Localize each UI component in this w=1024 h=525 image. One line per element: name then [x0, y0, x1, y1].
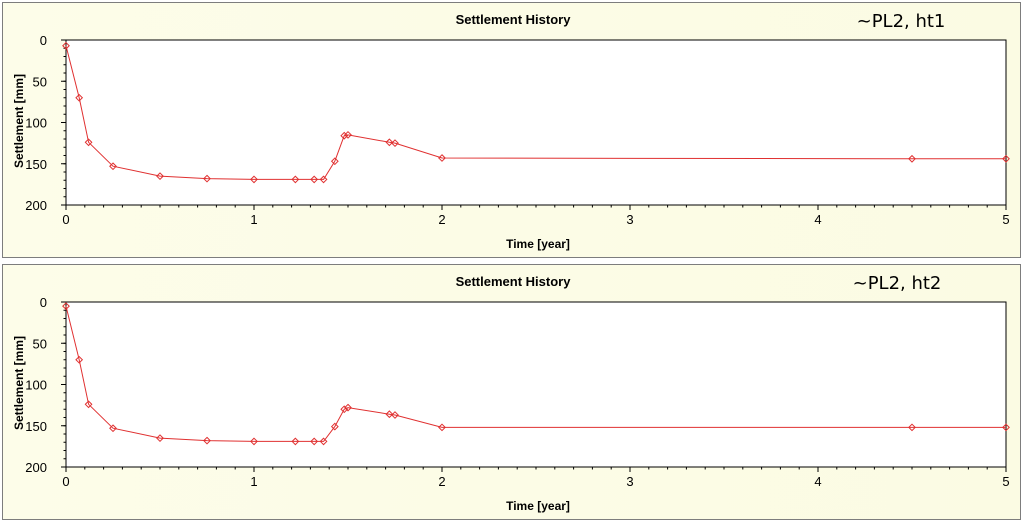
x-tick-label: 2 [438, 212, 445, 227]
data-point [1002, 423, 1010, 432]
data-point [75, 93, 84, 102]
x-tick-label: 1 [250, 212, 257, 227]
data-point [310, 437, 319, 446]
plot-frame [65, 39, 1007, 206]
data-point [344, 403, 352, 412]
y-tick-label: 100 [25, 378, 47, 393]
data-point [84, 400, 93, 409]
chart-annotation: ~PL2, ht2 [853, 273, 942, 294]
settlement-series-line [65, 45, 1006, 180]
data-point [438, 154, 446, 162]
data-point [340, 405, 349, 414]
data-point [156, 172, 164, 181]
chart-annotation: ~PL2, ht1 [857, 11, 946, 32]
x-tick-label: 4 [814, 474, 821, 489]
data-point [438, 423, 446, 432]
y-tick-label: 50 [33, 336, 47, 351]
data-point [84, 138, 93, 147]
data-point [62, 41, 70, 50]
data-point [385, 410, 394, 419]
data-point [109, 424, 117, 433]
y-axis-label: Settlement [mm] [12, 336, 26, 430]
data-point [291, 175, 300, 184]
data-point [250, 437, 258, 446]
y-tick-label: 50 [33, 74, 47, 89]
x-axis-label: Time [year] [506, 499, 570, 513]
data-point [330, 422, 339, 431]
settlement-chart-2: Settlement History ~PL2, ht2 Time [year]… [12, 273, 1010, 513]
y-tick-label: 0 [40, 33, 47, 48]
y-tick-label: 200 [25, 460, 47, 475]
data-point [385, 138, 394, 147]
data-point [109, 162, 117, 171]
data-point [250, 175, 258, 184]
chart-title: Settlement History [456, 274, 572, 289]
data-point [391, 139, 399, 148]
data-point [203, 174, 211, 183]
data-point [391, 411, 399, 419]
data-point [75, 355, 84, 364]
data-point [908, 154, 916, 163]
x-tick-label: 0 [62, 474, 69, 489]
data-point [310, 175, 319, 184]
x-tick-label: 3 [626, 474, 633, 489]
y-tick-label: 100 [25, 116, 47, 131]
data-point [908, 423, 916, 432]
data-point [344, 130, 352, 139]
data-point [330, 157, 339, 166]
data-point [319, 175, 328, 184]
data-point [156, 434, 164, 443]
data-point [62, 302, 70, 311]
x-tick-label: 3 [626, 212, 633, 227]
settlement-chart-panel-1: Settlement History ~PL2, ht1 Time [year]… [2, 2, 1021, 258]
x-tick-label: 2 [438, 474, 445, 489]
x-tick-label: 5 [1002, 212, 1009, 227]
settlement-chart-1: Settlement History ~PL2, ht1 Time [year]… [12, 11, 1010, 251]
settlement-series-line [65, 305, 1006, 442]
data-point [1002, 154, 1010, 163]
settlement-chart-panel-2: Settlement History ~PL2, ht2 Time [year]… [2, 264, 1021, 520]
x-tick-label: 4 [814, 212, 821, 227]
data-point [203, 436, 211, 445]
x-axis-label: Time [year] [506, 237, 570, 251]
y-tick-label: 150 [25, 157, 47, 172]
y-tick-label: 200 [25, 198, 47, 213]
plot-frame [65, 301, 1007, 468]
data-point [291, 437, 300, 446]
x-tick-label: 1 [250, 474, 257, 489]
data-point [319, 437, 328, 446]
y-tick-label: 0 [40, 295, 47, 310]
x-tick-label: 5 [1002, 474, 1009, 489]
data-point [340, 131, 349, 140]
y-axis-label: Settlement [mm] [12, 74, 26, 168]
x-tick-label: 0 [62, 212, 69, 227]
y-tick-label: 150 [25, 419, 47, 434]
chart-title: Settlement History [456, 12, 572, 27]
